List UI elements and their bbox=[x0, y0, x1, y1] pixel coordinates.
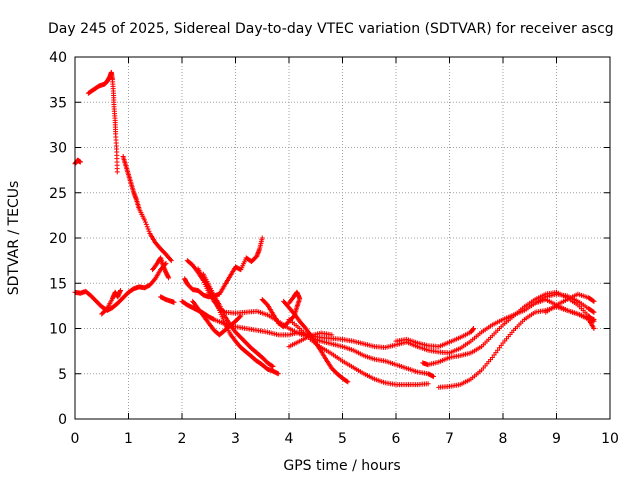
data-point bbox=[142, 217, 148, 223]
series-trace-22 bbox=[532, 297, 597, 322]
data-point bbox=[167, 257, 173, 263]
series-trace-18 bbox=[393, 326, 477, 350]
data-point bbox=[114, 169, 120, 175]
plot-frame bbox=[74, 56, 611, 420]
data-point bbox=[117, 287, 123, 293]
series-trace-4 bbox=[72, 260, 169, 313]
data-point bbox=[590, 298, 596, 304]
series-trace-10 bbox=[182, 235, 265, 300]
data-point bbox=[270, 364, 276, 370]
data-point bbox=[103, 306, 109, 312]
data-point bbox=[238, 313, 244, 319]
data-point bbox=[142, 219, 148, 225]
x-tick-labels: 0 1 2 3 4 5 6 7 8 9 10 bbox=[71, 431, 619, 447]
x-tick-label: 7 bbox=[445, 431, 454, 447]
x-axis-label: GPS time / hours bbox=[283, 458, 400, 474]
series-trace-2 bbox=[85, 69, 120, 175]
data-point bbox=[237, 314, 243, 320]
x-tick-label: 6 bbox=[392, 431, 401, 447]
series-trace-9 bbox=[179, 291, 597, 356]
data-point bbox=[275, 371, 281, 377]
data-point bbox=[77, 159, 83, 165]
data-point bbox=[591, 326, 597, 331]
data-series bbox=[72, 69, 597, 390]
data-point bbox=[168, 258, 174, 264]
x-tick-label: 8 bbox=[499, 431, 508, 447]
x-tick-label: 4 bbox=[285, 431, 294, 447]
data-point bbox=[590, 309, 596, 315]
data-point bbox=[591, 309, 597, 315]
data-point bbox=[151, 277, 157, 283]
series-trace-5 bbox=[99, 287, 123, 317]
series-trace-19 bbox=[420, 289, 597, 368]
series-trace-16 bbox=[286, 316, 431, 388]
x-tick-label: 0 bbox=[71, 431, 80, 447]
data-point bbox=[591, 298, 597, 304]
series-trace-6 bbox=[150, 255, 172, 281]
data-point bbox=[591, 316, 597, 322]
series-trace-14 bbox=[259, 289, 303, 330]
data-point bbox=[425, 381, 431, 387]
data-point bbox=[329, 332, 335, 338]
x-tick-label: 9 bbox=[552, 431, 561, 447]
x-tick-label: 3 bbox=[231, 431, 240, 447]
series-trace-1 bbox=[72, 157, 83, 167]
data-point bbox=[166, 275, 172, 281]
series-trace-3 bbox=[120, 154, 174, 264]
data-point bbox=[143, 221, 149, 227]
y-tick-labels: 0 5 10 15 20 25 30 35 40 bbox=[49, 50, 67, 428]
y-tick-label: 15 bbox=[49, 276, 67, 292]
x-tick-label: 2 bbox=[178, 431, 187, 447]
series-trace-13 bbox=[190, 298, 244, 338]
y-tick-label: 10 bbox=[49, 322, 67, 338]
y-tick-label: 40 bbox=[49, 50, 67, 66]
series-trace-12 bbox=[200, 271, 276, 370]
data-point bbox=[146, 228, 152, 234]
series-trace-20 bbox=[436, 304, 597, 390]
series-trace-7 bbox=[158, 294, 177, 305]
x-tick-label: 1 bbox=[124, 431, 133, 447]
data-point bbox=[269, 363, 275, 369]
y-tick-label: 20 bbox=[49, 231, 67, 247]
data-point bbox=[345, 379, 351, 385]
series-trace-17 bbox=[286, 330, 335, 350]
data-point bbox=[344, 378, 350, 384]
chart-title: Day 245 of 2025, Sidereal Day-to-day VTE… bbox=[48, 21, 614, 37]
data-point bbox=[471, 326, 477, 331]
y-tick-label: 35 bbox=[49, 95, 67, 111]
data-point bbox=[145, 226, 151, 232]
y-tick-label: 5 bbox=[58, 367, 67, 383]
y-tick-label: 30 bbox=[49, 141, 67, 157]
y-tick-label: 25 bbox=[49, 186, 67, 202]
x-tick-label: 10 bbox=[601, 431, 619, 447]
data-point bbox=[144, 224, 150, 230]
grid bbox=[75, 57, 610, 419]
data-point bbox=[430, 373, 436, 379]
series-trace-11 bbox=[195, 266, 281, 377]
data-point bbox=[182, 276, 188, 282]
y-tick-label: 0 bbox=[58, 412, 67, 428]
x-tick-label: 5 bbox=[338, 431, 347, 447]
y-axis-label: SDTVAR / TECUs bbox=[6, 181, 22, 296]
data-point bbox=[171, 299, 177, 305]
